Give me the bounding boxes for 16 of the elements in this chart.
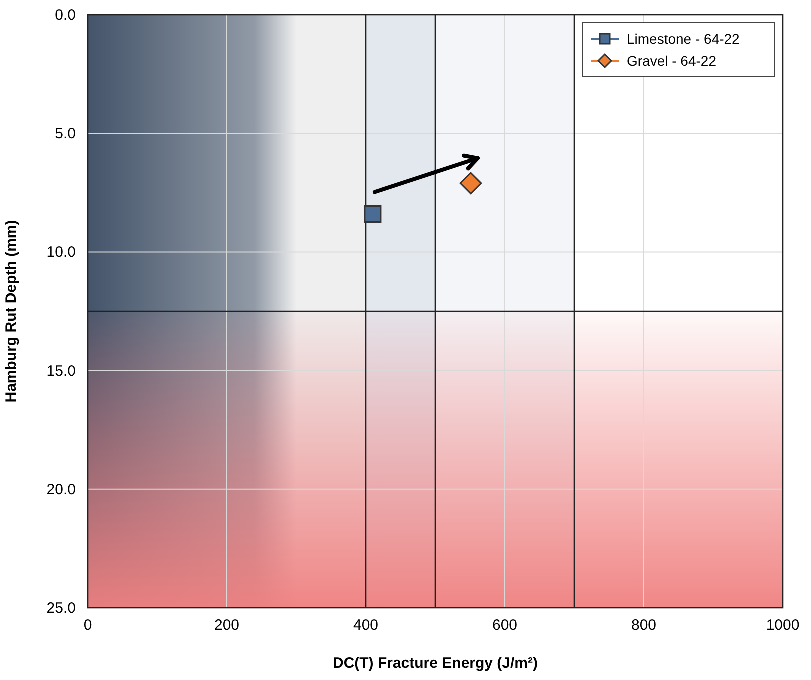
y-tick-label: 5.0 — [55, 126, 76, 143]
y-axis-title: Hamburg Rut Depth (mm) — [3, 220, 20, 403]
x-axis-title: DC(T) Fracture Energy (J/m²) — [332, 655, 538, 672]
legend-label: Limestone - 64-22 — [627, 31, 740, 47]
y-tick-label: 15.0 — [46, 362, 76, 380]
x-tick-label: 800 — [631, 617, 657, 634]
x-tick-label: 0 — [84, 617, 92, 634]
y-tick-label: 20.0 — [46, 481, 76, 498]
x-tick-label: 200 — [214, 617, 240, 634]
x-tick-label: 600 — [492, 617, 518, 634]
x-tick-label: 1000 — [766, 617, 800, 634]
legend-label: Gravel - 64-22 — [627, 53, 717, 69]
y-tick-label: 10.0 — [46, 244, 76, 262]
x-tick-label: 400 — [353, 617, 379, 634]
y-tick-label: 25.0 — [46, 600, 76, 617]
y-tick-label: 0.0 — [55, 7, 76, 24]
